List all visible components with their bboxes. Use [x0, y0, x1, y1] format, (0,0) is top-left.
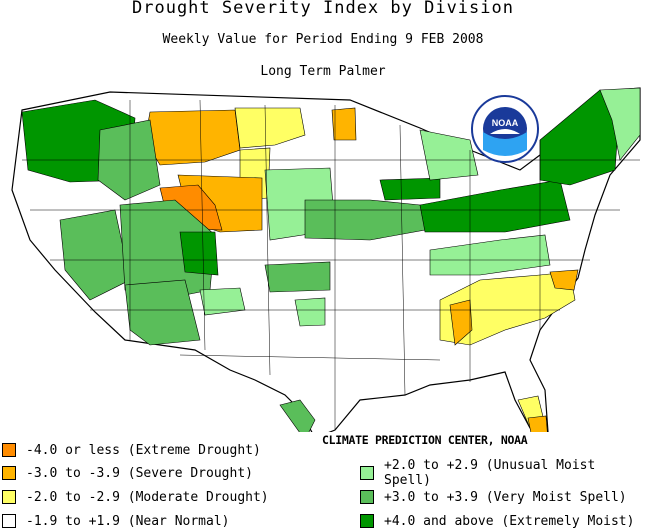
legend-swatch	[2, 443, 16, 457]
region-minnesota-severe	[331, 107, 357, 141]
legend-swatch	[2, 490, 16, 504]
region-new-mexico-unusual	[199, 287, 246, 316]
legend-swatch	[360, 490, 374, 504]
legend-item: -4.0 or less (Extreme Drought)	[2, 441, 261, 459]
region-carolina-severe	[549, 269, 579, 291]
noaa-logo	[470, 94, 540, 168]
noaa-logo-text: NOAA	[491, 118, 519, 128]
region-colorado-extreme	[179, 231, 219, 276]
legend-swatch	[2, 466, 16, 480]
map-subtitle: Weekly Value for Period Ending 9 FEB 200…	[162, 32, 484, 47]
region-michigan-unusual	[419, 129, 479, 181]
legend-label: -3.0 to -3.9 (Severe Drought)	[26, 465, 253, 481]
legend-swatch	[360, 514, 374, 528]
legend-item: -2.0 to -2.9 (Moderate Drought)	[2, 488, 269, 506]
region-appalachia-unusual	[429, 234, 551, 276]
legend-label: +4.0 and above (Extremely Moist)	[384, 513, 635, 529]
map-title: Drought Severity Index by Division	[132, 0, 514, 18]
legend-swatch	[2, 514, 16, 528]
region-ohio-valley-extreme	[419, 179, 571, 233]
region-montana-moderate	[234, 107, 306, 149]
legend-item: +4.0 and above (Extremely Moist)	[360, 512, 634, 530]
region-oklahoma-very-moist	[264, 261, 331, 293]
legend-label: +3.0 to +3.9 (Very Moist Spell)	[384, 489, 627, 505]
region-nevada-very-moist	[59, 209, 131, 301]
legend-label: +2.0 to +2.9 (Unusual Moist Spell)	[384, 458, 596, 488]
region-arizona-very-moist	[124, 279, 201, 346]
region-texas-unusual	[294, 297, 326, 327]
region-florida-severe	[527, 415, 548, 432]
region-new-england-unusual	[599, 87, 641, 161]
region-georgia-severe	[449, 299, 473, 346]
credit-text: CLIMATE PREDICTION CENTER, NOAA	[322, 433, 528, 447]
legend-label: -2.0 to -2.9 (Moderate Drought)	[26, 489, 269, 505]
legend-label: -4.0 or less (Extreme Drought)	[26, 442, 261, 458]
legend-item: -1.9 to +1.9 (Near Normal)	[2, 512, 230, 530]
region-texas-coast-very-moist	[279, 399, 316, 432]
legend-label: -1.9 to +1.9 (Near Normal)	[26, 513, 230, 529]
legend-item: +3.0 to +3.9 (Very Moist Spell)	[360, 488, 627, 506]
us-climate-division-map	[11, 87, 641, 432]
legend-swatch	[360, 466, 374, 480]
index-name: Long Term Palmer	[260, 64, 386, 79]
region-great-lakes-extreme	[379, 177, 441, 201]
legend-item: -3.0 to -3.9 (Severe Drought)	[2, 464, 253, 482]
division-boundaries	[22, 99, 640, 430]
legend-item: +2.0 to +2.9 (Unusual Moist Spell)	[360, 458, 646, 488]
